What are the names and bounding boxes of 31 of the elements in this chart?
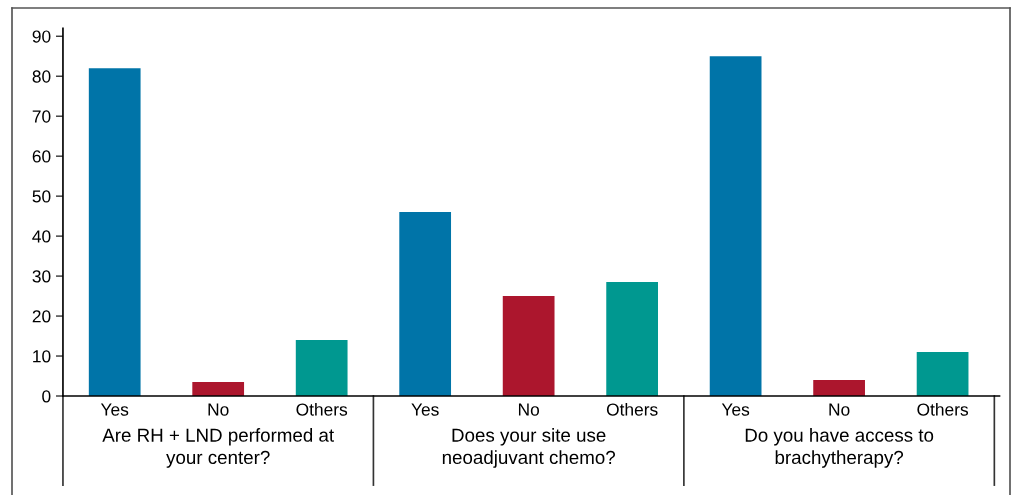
bar (709, 56, 762, 396)
bar (192, 382, 245, 396)
x-tick-label: No (829, 403, 850, 416)
text: Does your site use neoadjuvant chemo? (442, 428, 615, 468)
bar (813, 380, 865, 396)
x-tick-label: Others (296, 402, 348, 416)
bar (916, 352, 969, 396)
text: Do you have access to brachytherapy? (745, 428, 934, 468)
y-tick-label: 30 (32, 270, 51, 283)
x-tick-label: Yes (100, 403, 129, 416)
x-tick-label: Others (917, 402, 969, 416)
y-tick-label: 90 (32, 30, 51, 43)
x-tick-label: No (208, 403, 229, 416)
y-tick-label: 20 (32, 310, 51, 323)
text: Are RH + LND performed at your center? (102, 428, 334, 468)
y-tick-label: 70 (32, 110, 51, 123)
y-tick-label: 0 (42, 390, 51, 403)
y-tick-label: 50 (32, 190, 51, 203)
y-tick-label: 10 (33, 350, 51, 363)
x-tick-label: No (518, 403, 540, 416)
y-tick-label: 40 (32, 230, 51, 243)
bar (295, 340, 348, 396)
x-tick-label: Others (606, 402, 658, 416)
y-tick-label: 60 (32, 150, 51, 163)
bar (606, 282, 659, 396)
bar (88, 68, 141, 396)
bar (502, 296, 555, 396)
x-tick-label: Yes (721, 403, 750, 416)
bar (399, 212, 452, 396)
x-tick-label: Yes (411, 403, 439, 416)
y-tick-label: 80 (32, 70, 51, 83)
